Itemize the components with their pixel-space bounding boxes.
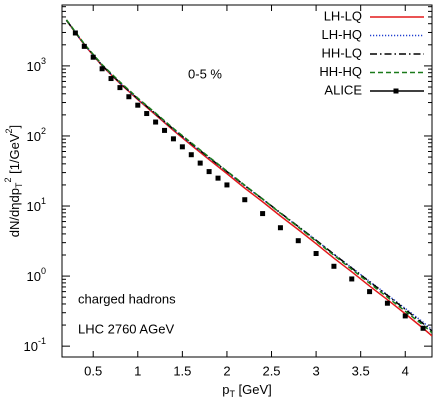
x-label-part: [GeV] — [235, 382, 272, 397]
y-label-part: 2 — [4, 128, 14, 133]
y-tick-base: 10 — [27, 59, 41, 74]
annotation: LHC 2760 AGeV — [78, 321, 174, 336]
data-point — [179, 144, 185, 150]
annotation: 0-5 % — [188, 66, 222, 81]
data-point — [215, 175, 221, 181]
series-line — [65, 19, 432, 332]
y-label-part: ] — [7, 125, 22, 129]
y-label-part: dN/dηdp — [7, 188, 22, 237]
data-point — [242, 197, 248, 203]
data-point — [420, 325, 426, 331]
x-tick-label: 3.5 — [352, 363, 370, 378]
legend-label: LH-HQ — [322, 27, 362, 42]
y-tick-exponent: -1 — [38, 337, 46, 347]
data-point — [197, 160, 203, 166]
y-tick-exponent: 3 — [41, 56, 46, 66]
data-point — [170, 136, 176, 142]
data-point — [188, 152, 194, 158]
data-point — [72, 30, 78, 36]
data-point — [90, 54, 96, 60]
y-label-part: 2 — [3, 178, 13, 183]
data-point — [277, 225, 283, 231]
data-point — [99, 66, 105, 72]
data-point — [313, 251, 319, 257]
series-line — [65, 19, 432, 334]
data-point — [367, 289, 373, 295]
x-tick-label: 2 — [223, 363, 230, 378]
y-tick-label: 10-1 — [24, 337, 46, 355]
data-point — [162, 127, 168, 133]
data-point — [402, 313, 408, 319]
annotation: charged hadrons — [78, 291, 176, 306]
data-point — [331, 263, 337, 269]
series-line — [65, 19, 432, 331]
x-label-sub: T — [229, 389, 235, 399]
data-point — [135, 102, 141, 108]
legend-label: LH-LQ — [324, 8, 362, 23]
legend-label: HH-HQ — [319, 64, 362, 79]
data-point — [349, 276, 355, 282]
y-axis-label: dN/dηdpT2 [1/GeV2] — [3, 125, 24, 237]
x-tick-label: 0.5 — [84, 363, 102, 378]
legend-label: HH-LQ — [322, 45, 362, 60]
y-tick-base: 10 — [27, 199, 41, 214]
data-point — [126, 94, 132, 100]
y-tick-base: 10 — [27, 129, 41, 144]
y-tick-exponent: 0 — [41, 266, 46, 276]
data-point — [144, 111, 150, 117]
plot-frame — [61, 4, 433, 358]
data-point — [224, 182, 230, 188]
x-tick-label: 1.5 — [173, 363, 191, 378]
data-point — [117, 85, 123, 91]
series-line — [65, 19, 432, 337]
legend-label: ALICE — [324, 82, 362, 97]
y-tick-exponent: 1 — [41, 196, 46, 206]
y-label-part: [1/GeV — [7, 133, 22, 177]
data-point — [108, 76, 114, 82]
x-tick-label: 3 — [312, 363, 319, 378]
data-point — [81, 43, 87, 49]
data-point — [295, 238, 301, 244]
y-tick-label: 102 — [27, 126, 46, 144]
data-point — [206, 169, 212, 175]
x-label-part: p — [222, 382, 229, 397]
y-tick-base: 10 — [27, 270, 41, 285]
data-point — [384, 300, 390, 306]
y-tick-base: 10 — [24, 340, 38, 355]
x-tick-label: 1 — [134, 363, 141, 378]
y-tick-label: 101 — [27, 196, 46, 214]
y-tick-label: 103 — [27, 56, 46, 74]
data-point — [153, 119, 159, 125]
y-label-part: T — [14, 182, 24, 188]
x-tick-label: 2.5 — [262, 363, 280, 378]
data-point — [260, 211, 266, 217]
y-tick-exponent: 2 — [41, 126, 46, 136]
x-axis-label: pT [GeV] — [222, 382, 272, 399]
x-tick-label: 4 — [402, 363, 409, 378]
y-tick-label: 100 — [27, 266, 46, 284]
legend-marker — [393, 88, 399, 94]
